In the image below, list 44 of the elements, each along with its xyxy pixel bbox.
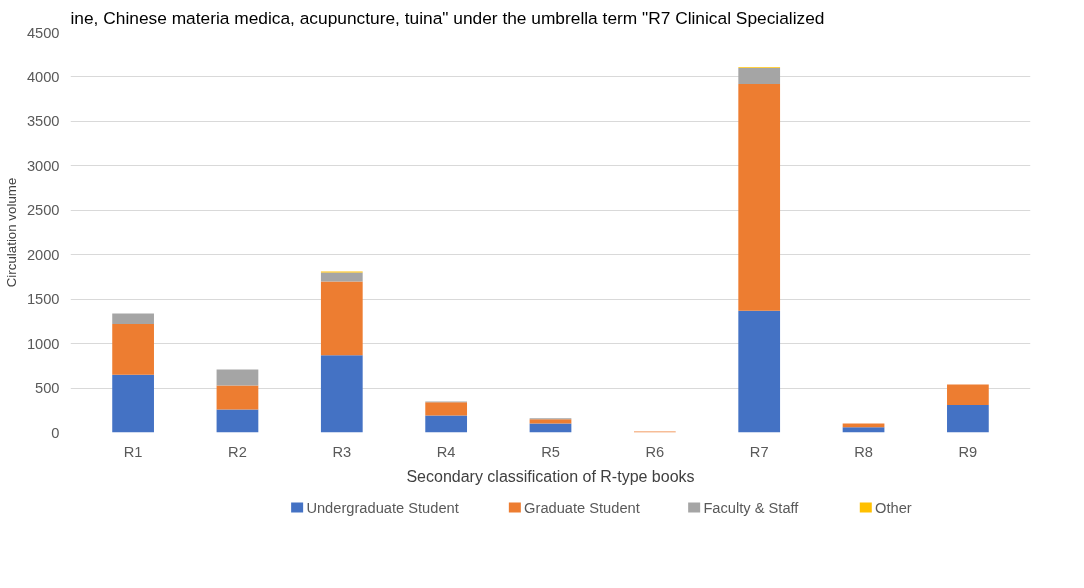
legend-label: Other (875, 499, 912, 516)
bar (216, 409, 259, 433)
y-tick-label: 500 (35, 380, 60, 397)
y-tick-label: 4500 (26, 24, 60, 41)
legend-label: Faculty & Staff (703, 499, 800, 516)
bar (947, 384, 989, 405)
y-tick-label: 2500 (26, 202, 60, 219)
bar (738, 68, 781, 85)
y-tick-label: 3000 (26, 157, 60, 174)
x-tick-label: R2 (228, 443, 247, 460)
x-tick-label: R3 (332, 443, 352, 460)
bar (738, 84, 781, 311)
bar (738, 310, 781, 433)
text: ine, Chinese materia medica, acupuncture, tuina" under the umbrella term "R7 Clinical Specialized (70, 7, 825, 28)
legend-label: Graduate Student (524, 499, 640, 516)
x-tick-label: R6 (645, 443, 665, 460)
bar (947, 404, 989, 433)
x-tick-label: R8 (854, 443, 873, 460)
bar (425, 415, 468, 433)
x-axis-title: Secondary classification of R-type books (406, 467, 695, 485)
y-tick-label: 1000 (26, 335, 60, 352)
bar (320, 272, 363, 282)
x-tick-label: R1 (123, 443, 143, 460)
y-tick-label: 0 (51, 424, 60, 441)
bar (842, 427, 885, 433)
bar (216, 385, 259, 410)
bar (112, 374, 154, 433)
y-tick-label: 2000 (26, 246, 60, 263)
x-tick-label: R9 (958, 443, 978, 460)
x-tick-label: R5 (541, 443, 560, 460)
bar (320, 281, 363, 356)
y-axis-title: Circulation volume (3, 177, 19, 288)
bar (112, 313, 154, 325)
y-tick-label: 1500 (26, 291, 60, 308)
y-tick-label: 3500 (26, 113, 60, 130)
x-tick-label: R4 (436, 443, 456, 460)
bar (320, 355, 363, 433)
bar (216, 369, 259, 386)
bar (425, 402, 468, 416)
bar (112, 324, 154, 375)
y-tick-label: 4000 (26, 68, 60, 85)
x-tick-label: R7 (749, 443, 769, 460)
bar (529, 419, 572, 424)
legend-label: Undergraduate Student (306, 499, 459, 516)
